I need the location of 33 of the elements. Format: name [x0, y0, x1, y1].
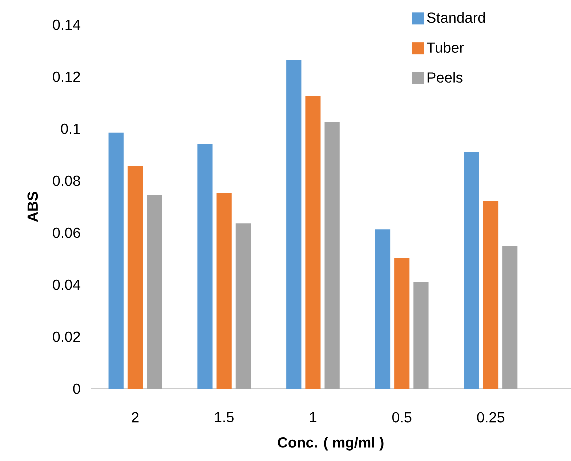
x-tick-label: 2 — [132, 412, 139, 423]
bar — [216, 193, 232, 389]
bar — [286, 60, 302, 389]
y-tick-label: 0.1 — [61, 124, 80, 134]
bar — [324, 122, 340, 389]
y-tick-label: 0.08 — [53, 176, 80, 186]
x-tick-label: 1.5 — [215, 412, 234, 423]
y-tick-label: 0.02 — [53, 332, 80, 342]
legend-label: Peels — [428, 72, 463, 83]
x-tick-label: 0.5 — [392, 412, 412, 423]
y-tick-label: 0.04 — [53, 280, 81, 290]
y-tick-label: 0.14 — [53, 20, 81, 30]
y-axis-title: ABS — [28, 192, 38, 222]
y-tick-label: 0.12 — [53, 72, 80, 82]
bar — [236, 224, 251, 389]
y-tick-label: 0 — [73, 384, 80, 394]
bar — [108, 132, 124, 389]
bar — [502, 246, 518, 389]
bar — [464, 152, 480, 389]
x-tick-label: 1 — [310, 412, 317, 422]
bar — [483, 201, 499, 389]
bar — [128, 166, 143, 389]
bar — [375, 230, 391, 389]
bar — [394, 258, 410, 389]
y-tick-label: 0.06 — [53, 228, 80, 238]
bar — [414, 282, 429, 389]
legend-label: Standard — [427, 12, 486, 24]
x-axis-title: Conc. ( mg/ml ) — [278, 437, 384, 451]
bar — [147, 195, 162, 389]
legend-label: Tuber — [427, 42, 464, 54]
bar — [198, 144, 213, 389]
x-tick-label: 0.25 — [477, 412, 505, 423]
bar — [306, 96, 321, 389]
